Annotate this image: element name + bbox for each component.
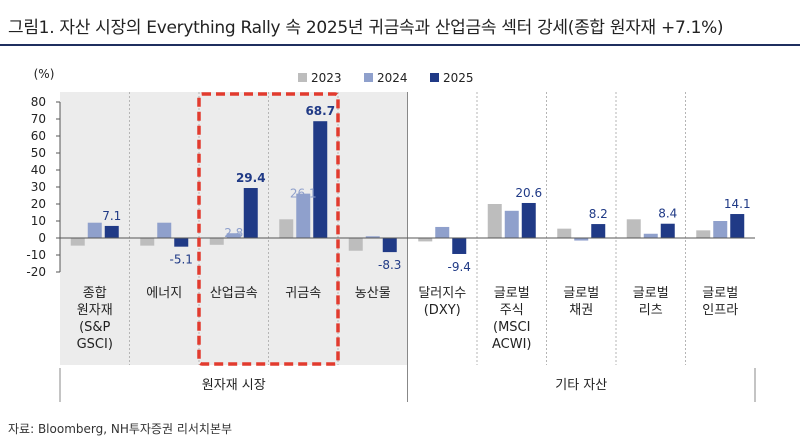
category-label-5: (DXY) (424, 303, 461, 318)
category-label-7: 글로벌 (563, 286, 599, 301)
legend-swatch-2025 (430, 73, 439, 82)
bar-2024-6 (504, 210, 519, 238)
category-label-2: 산업금속 (210, 286, 258, 301)
bar-2025-6 (521, 202, 536, 238)
data-label-2025-1: -5.1 (170, 253, 193, 267)
bar-2023-3 (279, 219, 294, 238)
data-label-2025-9: 14.1 (724, 197, 751, 211)
bar-2025-3 (313, 121, 328, 238)
legend-swatch-2024 (364, 73, 373, 82)
data-label-2025-6: 20.6 (515, 186, 542, 200)
category-label-3: 귀금속 (285, 286, 321, 301)
bar-2023-4 (348, 238, 363, 251)
category-label-0: 종합 (83, 286, 107, 301)
bar-2025-5 (452, 238, 467, 254)
category-label-6: ACWI) (492, 337, 532, 352)
group-label-0: 원자재 시장 (202, 378, 266, 393)
category-label-4: 농산물 (355, 286, 391, 301)
data-label-2025-0: 7.1 (102, 209, 121, 223)
data-label-2025-3: 68.7 (305, 104, 335, 118)
bar-2023-0 (70, 238, 85, 246)
data-label-2025-2: 29.4 (236, 171, 266, 185)
bar-2024-4 (365, 236, 380, 238)
bar-2024-7 (574, 238, 589, 241)
y-tick-label: 70 (31, 112, 46, 126)
page-title: 그림1. 자산 시장의 Everything Rally 속 2025년 귀금속… (8, 18, 724, 38)
legend-swatch-2023 (298, 73, 307, 82)
bar-2024-0 (87, 222, 102, 238)
category-label-9: 인프라 (702, 303, 738, 318)
bar-2024-5 (435, 226, 450, 238)
data-label-2025-4: -8.3 (378, 258, 401, 272)
y-tick-label: 40 (31, 163, 46, 177)
bar-2023-7 (557, 228, 572, 238)
bar-2023-9 (696, 230, 711, 238)
group-label-1: 기타 자산 (555, 378, 607, 393)
title-divider (0, 44, 800, 46)
bar-2024-9 (713, 221, 728, 238)
category-label-6: 글로벌 (494, 286, 530, 301)
category-label-0: GSCI) (77, 337, 113, 352)
data-label-2025-7: 8.2 (589, 207, 608, 221)
bar-2023-2 (209, 238, 224, 245)
highlight-box (197, 92, 340, 366)
bar-2023-5 (418, 238, 433, 242)
legend-label-2023: 2023 (311, 71, 342, 85)
data-label-2024-3: 26.1 (290, 187, 317, 201)
bar-2023-1 (140, 238, 155, 246)
y-tick-label: 0 (38, 231, 46, 245)
bar-2025-7 (591, 224, 606, 238)
category-label-6: 주식 (500, 303, 524, 318)
bar-2025-8 (660, 223, 675, 238)
category-label-8: 글로벌 (633, 286, 669, 301)
y-tick-label: 10 (31, 214, 46, 228)
y-tick-label: 50 (31, 146, 46, 160)
y-tick-label: 80 (31, 95, 46, 109)
y-tick-label: 20 (31, 197, 46, 211)
category-label-9: 글로벌 (702, 286, 738, 301)
data-label-2025-5: -9.4 (448, 260, 471, 274)
y-tick-label: -10 (26, 248, 46, 262)
bar-2023-6 (487, 204, 502, 238)
category-label-7: 채권 (569, 303, 593, 318)
y-tick-label: -20 (26, 265, 46, 279)
bar-2025-0 (104, 225, 119, 238)
data-label-2025-8: 8.4 (658, 207, 677, 221)
legend-label-2024: 2024 (377, 71, 408, 85)
bar-2023-8 (626, 219, 641, 238)
category-label-5: 달러지수 (418, 286, 466, 301)
data-label-2024-2: 2.8 (224, 226, 243, 240)
y-unit-label: (%) (34, 67, 55, 81)
bar-2024-2 (226, 233, 241, 238)
y-tick-label: 60 (31, 129, 46, 143)
category-label-0: (S&P (79, 320, 110, 335)
bar-2025-9 (730, 214, 745, 238)
bar-2024-1 (157, 222, 172, 238)
bar-2024-3 (296, 193, 311, 238)
y-tick-label: 30 (31, 180, 46, 194)
category-label-1: 에너지 (146, 286, 182, 301)
category-label-8: 리츠 (639, 303, 663, 318)
category-label-6: (MSCI (493, 320, 530, 335)
bar-2025-1 (174, 238, 189, 247)
bar-2024-8 (643, 233, 658, 238)
category-label-0: 원자재 (77, 303, 113, 318)
bar-2025-4 (382, 238, 397, 253)
bar-2025-2 (243, 188, 258, 238)
source-note: 자료: Bloomberg, NH투자증권 리서치본부 (8, 422, 233, 436)
legend-label-2025: 2025 (443, 71, 474, 85)
